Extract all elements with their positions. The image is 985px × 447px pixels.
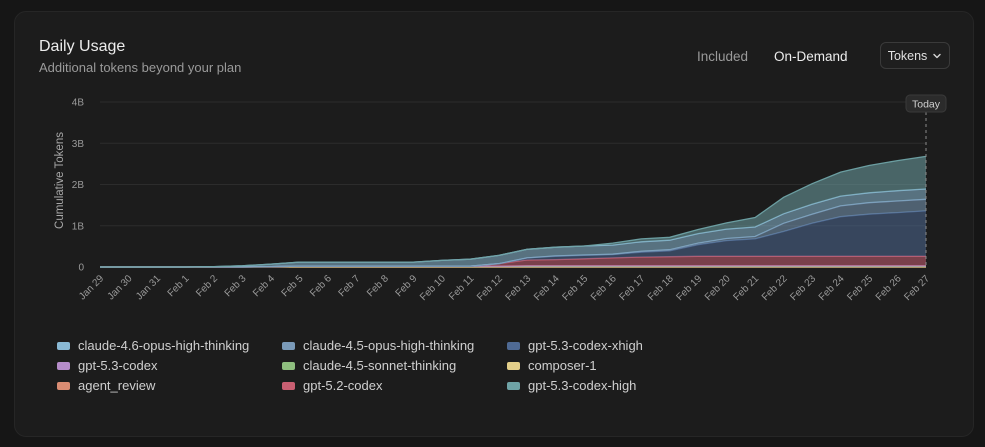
legend-item[interactable]: agent_review: [57, 376, 282, 395]
legend-label: gpt-5.3-codex: [78, 358, 158, 373]
x-tick-label: Jan 31: [134, 273, 163, 302]
x-tick-label: Feb 23: [788, 273, 818, 303]
legend-item[interactable]: gpt-5.3-codex: [57, 356, 282, 375]
usage-area-chart: 0 1B 2B 3B 4B Cumulative Tokens Jan 29 Jan 30 Ja…: [54, 94, 947, 303]
area-claude-4.6-opus-high-thinking: [100, 189, 926, 267]
x-tick-label: Feb 19: [674, 273, 704, 303]
x-tick-label: Feb 5: [280, 273, 306, 299]
x-tick-label: Jan 29: [77, 273, 106, 302]
legend-item[interactable]: claude-4.6-opus-high-thinking: [57, 336, 282, 355]
x-tick-label: Feb 3: [223, 273, 249, 299]
x-tick-label: Feb 13: [504, 273, 534, 303]
legend-label: claude-4.5-sonnet-thinking: [303, 358, 457, 373]
x-tick-label: Feb 25: [845, 273, 875, 303]
legend-label: gpt-5.3-codex-high: [528, 378, 637, 393]
chart-legend: claude-4.6-opus-high-thinking claude-4.5-…: [57, 336, 732, 395]
daily-usage-card: Daily Usage Additional tokens beyond you…: [14, 11, 974, 437]
legend-item[interactable]: claude-4.5-sonnet-thinking: [282, 356, 507, 375]
x-tick-label: Feb 4: [251, 273, 277, 299]
y-tick-label: 0: [78, 263, 84, 274]
x-tick-label: Feb 1: [166, 273, 192, 299]
legend-label: claude-4.5-opus-high-thinking: [303, 338, 475, 353]
x-tick-label: Feb 26: [874, 273, 904, 303]
x-tick-label: Feb 27: [902, 273, 932, 303]
x-tick-label: Feb 10: [418, 273, 448, 303]
mode-toggle-on-demand[interactable]: On-Demand: [774, 49, 848, 64]
legend-item[interactable]: gpt-5.3-codex-high: [507, 376, 732, 395]
mode-toggle-included[interactable]: Included: [697, 49, 749, 64]
card-subtitle: Additional tokens beyond your plan: [39, 60, 242, 75]
x-tick-label: Feb 6: [308, 273, 334, 299]
x-tick-label: Feb 15: [561, 273, 591, 303]
x-tick-label: Feb 22: [760, 273, 790, 303]
legend-swatch: [507, 341, 520, 350]
legend-item[interactable]: claude-4.5-opus-high-thinking: [282, 336, 507, 355]
legend-item[interactable]: composer-1: [507, 356, 732, 375]
x-tick-label: Feb 14: [532, 273, 562, 303]
x-tick-label: Feb 2: [194, 273, 220, 299]
x-tick-label: Feb 12: [475, 273, 505, 303]
unit-select[interactable]: Tokens: [880, 42, 950, 69]
y-tick-label: 3B: [72, 139, 85, 150]
legend-label: claude-4.6-opus-high-thinking: [78, 338, 250, 353]
legend-item[interactable]: gpt-5.3-codex-xhigh: [507, 336, 732, 355]
x-tick-label: Feb 18: [646, 273, 676, 303]
y-axis-label: Cumulative Tokens: [54, 132, 66, 229]
legend-swatch: [507, 361, 520, 370]
today-badge: [905, 94, 947, 113]
x-tick-label: Feb 17: [617, 273, 647, 303]
today-label: Today: [912, 99, 941, 111]
legend-label: agent_review: [78, 378, 156, 393]
area-gpt-5.3-codex-xhigh: [100, 210, 926, 267]
x-tick-label: Jan 30: [106, 273, 135, 302]
legend-label: gpt-5.3-codex-xhigh: [528, 338, 643, 353]
legend-swatch: [282, 361, 295, 370]
x-tick-label: Feb 7: [337, 273, 363, 299]
legend-label: gpt-5.2-codex: [303, 378, 383, 393]
unit-select-label: Tokens: [887, 48, 928, 63]
y-tick-label: 4B: [72, 98, 85, 109]
x-tick-label: Feb 21: [731, 273, 761, 303]
x-tick-label: Feb 16: [589, 273, 619, 303]
x-tick-label: Feb 24: [817, 273, 847, 303]
legend-swatch: [282, 381, 295, 390]
legend-swatch: [57, 341, 70, 350]
legend-swatch: [282, 341, 295, 350]
x-tick-label: Feb 20: [703, 273, 733, 303]
legend-item[interactable]: gpt-5.2-codex: [282, 376, 507, 395]
legend-swatch: [507, 381, 520, 390]
area-gpt-5.2-codex: [100, 256, 926, 267]
x-tick-label: Feb 9: [394, 273, 420, 299]
y-tick-label: 1B: [72, 221, 85, 232]
card-title: Daily Usage: [39, 38, 126, 55]
legend-label: composer-1: [528, 358, 597, 373]
x-tick-label: Feb 8: [365, 273, 391, 299]
y-tick-label: 2B: [72, 180, 85, 191]
legend-swatch: [57, 361, 70, 370]
line-gpt-5.3-codex-high: [100, 155, 927, 268]
chevron-down-icon: [932, 51, 942, 61]
legend-swatch: [57, 381, 70, 390]
x-tick-label: Feb 11: [447, 273, 477, 303]
